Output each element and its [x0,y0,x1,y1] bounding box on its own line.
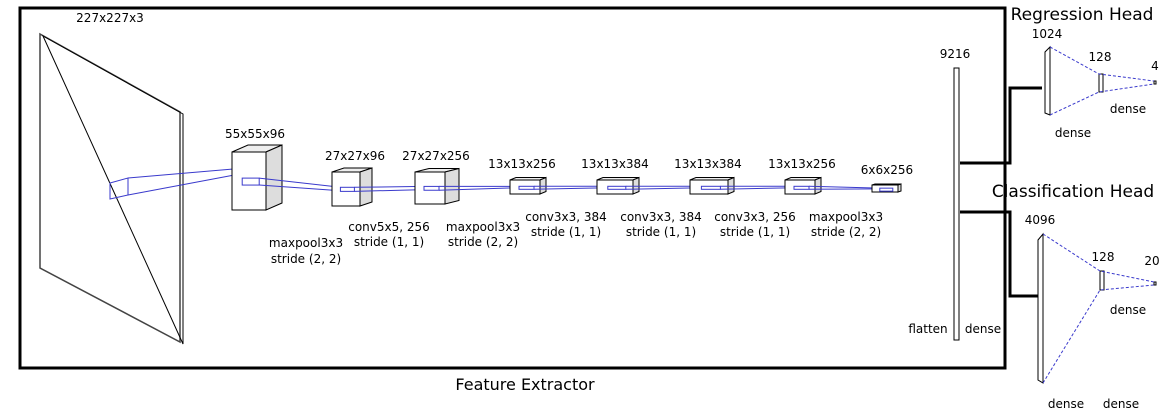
dense-label: dense [1055,126,1091,140]
kernel [423,185,440,191]
op: conv3x3, 256 [714,210,796,224]
projection [259,177,341,188]
layer-size: 55x55x96 [225,127,285,141]
head-size: 128 [1089,50,1112,64]
op-stride: stride (2, 2) [271,252,341,266]
kernel [700,185,721,190]
kernel [339,186,355,192]
op: maxpool3x3 [809,210,883,224]
op-stride: stride (1, 1) [354,235,424,249]
kernel [518,185,535,190]
layer-front [331,171,361,207]
dense-bar [1153,80,1157,85]
dense-bar [1037,232,1044,384]
head-title: Regression Head [1011,5,1154,25]
head-size: 4096 [1025,213,1056,227]
kernel [241,177,260,186]
kernel [793,185,810,190]
projection [354,185,425,188]
op: maxpool3x3 [446,220,520,234]
layer-front [231,151,267,211]
feature-extractor-box [18,6,1007,370]
dense-bar [1099,270,1105,291]
dense-link [1042,233,1155,283]
layer-side [814,176,822,195]
op-stride: stride (2, 2) [448,235,518,249]
projection [438,187,520,191]
layers [231,144,902,211]
layer-front [596,179,634,195]
connector [960,210,1038,298]
layer-size: 13x13x256 [768,157,836,171]
layer-size: 27x27x256 [402,149,470,163]
flatten-size: 9216 [940,47,971,61]
dense-link [1042,284,1155,384]
op: conv3x3, 384 [525,210,607,224]
layer-size: 13x13x384 [674,157,742,171]
projection [127,167,246,179]
dense-bar [1098,73,1104,93]
connector [960,86,1042,165]
dense-bar [1044,45,1051,116]
layer-front [689,179,729,195]
op: conv3x3, 384 [620,210,702,224]
projection [533,187,608,190]
input-size: 227x227x3 [76,11,144,25]
layer-side [539,176,547,195]
flatten-bar [953,67,960,341]
op: maxpool3x3 [269,236,343,250]
layer-front [414,171,446,205]
layer-size: 6x6x256 [861,163,913,177]
flatten-label: flatten [908,322,947,336]
dense-label: dense [965,322,1001,336]
projection [354,189,425,192]
kernel [879,187,894,192]
op-stride: stride (1, 1) [626,225,696,239]
projection [259,184,341,192]
dense-label: dense [1110,303,1146,317]
kernel [607,185,627,190]
dense-bar [1153,281,1157,286]
dense-label: dense [1110,102,1146,116]
op-stride: stride (1, 1) [531,225,601,239]
head-size: 4 [1151,59,1159,73]
layer-size: 27x27x96 [325,149,385,163]
layer-side [632,176,640,195]
op-stride: stride (2, 2) [811,225,881,239]
input-plane-edge [41,34,184,345]
layer-front [509,179,541,195]
dense-label: dense [1103,397,1139,411]
dense-label: dense [1048,397,1084,411]
layer-front [784,179,816,195]
head-size: 128 [1092,250,1115,264]
layer-side [265,144,283,211]
layer-size: 13x13x384 [581,157,649,171]
head-size: 20 [1144,254,1159,268]
op-stride: stride (1, 1) [720,225,790,239]
head-size: 1024 [1032,27,1063,41]
caption: Feature Extractor [455,375,595,394]
projection [625,187,702,190]
op: conv5x5, 256 [348,220,430,234]
layer-side [727,176,735,195]
dense-link [1049,46,1155,82]
projection [127,172,246,196]
projection [808,185,880,189]
layer-size: 13x13x256 [488,157,556,171]
dense-link [1049,83,1155,116]
projection [720,187,795,190]
head-title: Classification Head [992,182,1154,202]
